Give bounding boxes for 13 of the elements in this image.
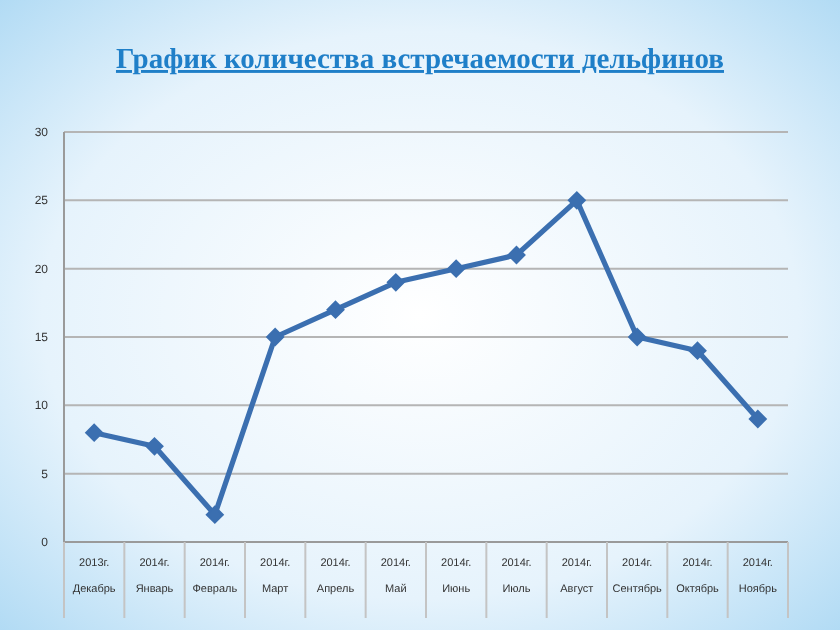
- point: [688, 341, 707, 360]
- point: [85, 423, 104, 442]
- point: [326, 300, 345, 319]
- point: [447, 259, 466, 278]
- point: [386, 273, 405, 292]
- point: [145, 437, 164, 456]
- point: [205, 505, 224, 524]
- point: [748, 410, 767, 428]
- point: [567, 191, 586, 210]
- chart-title: График количества встречаемости дельфинов: [115, 44, 725, 76]
- point: [266, 328, 285, 346]
- point: [628, 328, 647, 346]
- point: [507, 246, 526, 264]
